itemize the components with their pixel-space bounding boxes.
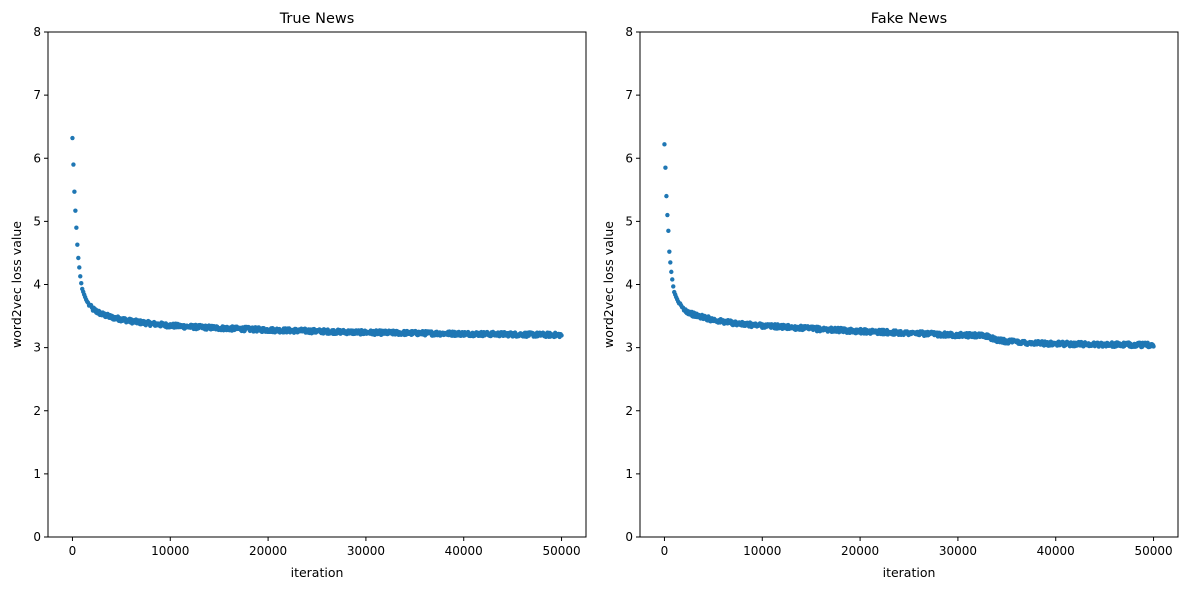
chart-title: Fake News: [871, 11, 948, 27]
y-tick-label: 3: [625, 341, 633, 355]
y-axis-label: word2vec loss value: [9, 221, 24, 348]
data-point: [77, 265, 82, 270]
plot-area-frame: [47, 31, 587, 538]
data-point: [73, 208, 78, 213]
x-tick-label: 20000: [841, 544, 879, 558]
data-point: [1145, 340, 1150, 346]
y-tick-label: 4: [625, 278, 633, 292]
x-tick-label: 0: [661, 544, 669, 558]
y-axis: 0 1 2 3 4 5 6 7 8: [625, 25, 640, 544]
x-tick-label: 50000: [542, 544, 580, 558]
data-point: [664, 193, 669, 199]
x-tick-label: 40000: [445, 544, 483, 558]
chart-fake-news: Fake News 0 10000 20000 30000 40000 50000 0 1 2…: [601, 11, 1179, 580]
y-tick-label: 8: [625, 25, 633, 39]
data-point: [665, 212, 670, 218]
y-tick-label: 1: [33, 467, 41, 481]
data-point: [670, 277, 675, 282]
x-axis-label: iteration: [883, 565, 936, 580]
plot-area-frame: [639, 31, 1179, 538]
data-point: [667, 249, 672, 254]
data-point: [666, 228, 671, 234]
y-tick-label: 0: [33, 530, 41, 544]
y-tick-label: 2: [33, 404, 41, 418]
x-axis-label: iteration: [291, 565, 344, 580]
x-tick-label: 40000: [1037, 544, 1075, 558]
data-point: [669, 269, 674, 275]
scatter-points: [70, 135, 564, 340]
x-tick-label: 50000: [1134, 544, 1172, 558]
x-axis: 0 10000 20000 30000 40000 50000: [69, 537, 581, 558]
data-point: [74, 225, 79, 230]
scatter-points: [662, 142, 1156, 350]
chart-title: True News: [279, 11, 355, 27]
data-point: [71, 162, 76, 167]
y-axis: 0 1 2 3 4 5 6 7 8: [33, 25, 48, 544]
y-tick-label: 6: [625, 151, 633, 165]
data-point: [70, 135, 75, 141]
x-tick-label: 30000: [347, 544, 385, 558]
y-axis-label: word2vec loss value: [601, 221, 616, 348]
data-point: [559, 333, 564, 338]
data-point: [1151, 344, 1156, 349]
x-tick-label: 10000: [743, 544, 781, 558]
y-tick-label: 0: [625, 530, 633, 544]
x-tick-label: 10000: [151, 544, 189, 558]
y-tick-label: 4: [33, 278, 41, 292]
y-tick-label: 5: [625, 214, 633, 228]
x-tick-label: 20000: [249, 544, 287, 558]
chart-true-news: True News 0 10000 20000 30000 40000 50000 0 1 2…: [9, 11, 587, 580]
data-point: [78, 274, 83, 279]
data-point: [75, 242, 80, 247]
x-axis: 0 10000 20000 30000 40000 50000: [661, 537, 1173, 558]
x-tick-label: 30000: [939, 544, 977, 558]
data-point: [72, 189, 77, 194]
data-point: [671, 284, 676, 289]
data-point: [662, 142, 667, 147]
data-point: [76, 255, 81, 261]
data-point: [663, 165, 668, 170]
y-tick-label: 7: [33, 88, 41, 102]
data-point: [79, 281, 84, 286]
y-tick-label: 5: [33, 214, 41, 228]
y-tick-label: 2: [625, 404, 633, 418]
y-tick-label: 1: [625, 467, 633, 481]
y-tick-label: 6: [33, 151, 41, 165]
y-tick-label: 8: [33, 25, 41, 39]
y-tick-label: 3: [33, 341, 41, 355]
data-point: [668, 260, 673, 265]
y-tick-label: 7: [625, 88, 633, 102]
x-tick-label: 0: [69, 544, 77, 558]
